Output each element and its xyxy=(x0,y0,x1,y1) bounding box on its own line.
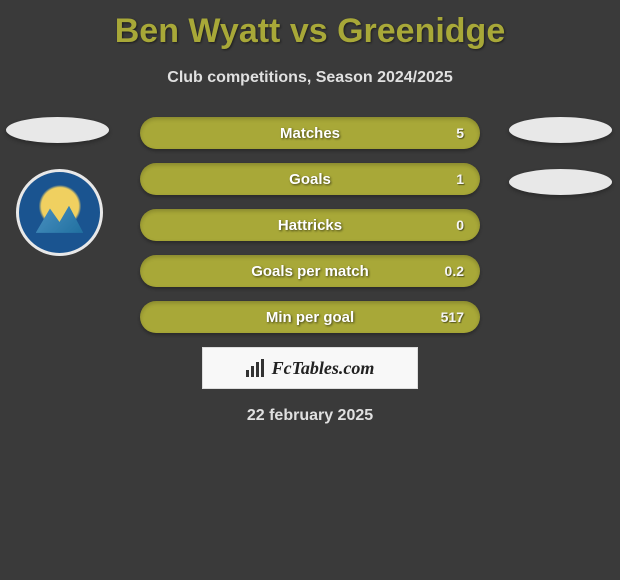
page-title: Ben Wyatt vs Greenidge xyxy=(0,0,620,51)
left-badge-column xyxy=(6,117,109,256)
bar-chart-icon xyxy=(246,359,266,377)
stat-row: Min per goal 517 xyxy=(140,301,480,333)
stat-row: Goals 1 xyxy=(140,163,480,195)
stat-right-value: 5 xyxy=(424,125,464,141)
stat-row: Goals per match 0.2 xyxy=(140,255,480,287)
stat-label: Matches xyxy=(280,125,340,142)
club-badge-inner xyxy=(26,179,94,247)
stat-right-value: 1 xyxy=(424,171,464,187)
right-badge-column xyxy=(509,117,612,221)
brand-text: FcTables.com xyxy=(272,358,375,379)
stat-row: Matches 5 xyxy=(140,117,480,149)
brand-attribution: FcTables.com xyxy=(202,347,418,389)
stat-label: Goals xyxy=(289,171,331,188)
stat-right-value: 0.2 xyxy=(424,263,464,279)
stats-table: Matches 5 Goals 1 Hattricks 0 Goals per … xyxy=(140,117,480,333)
blank-logo-placeholder xyxy=(6,117,109,143)
subtitle: Club competitions, Season 2024/2025 xyxy=(0,69,620,87)
date-text: 22 february 2025 xyxy=(0,407,620,425)
stat-label: Min per goal xyxy=(266,309,354,326)
content-area: Matches 5 Goals 1 Hattricks 0 Goals per … xyxy=(0,117,620,425)
blank-logo-placeholder xyxy=(509,117,612,143)
stat-right-value: 517 xyxy=(424,309,464,325)
club-badge-torquay xyxy=(16,169,103,256)
stat-label: Hattricks xyxy=(278,217,342,234)
blank-logo-placeholder xyxy=(509,169,612,195)
stat-right-value: 0 xyxy=(424,217,464,233)
stat-row: Hattricks 0 xyxy=(140,209,480,241)
club-badge-mountain-icon xyxy=(36,206,84,233)
stat-label: Goals per match xyxy=(251,263,369,280)
